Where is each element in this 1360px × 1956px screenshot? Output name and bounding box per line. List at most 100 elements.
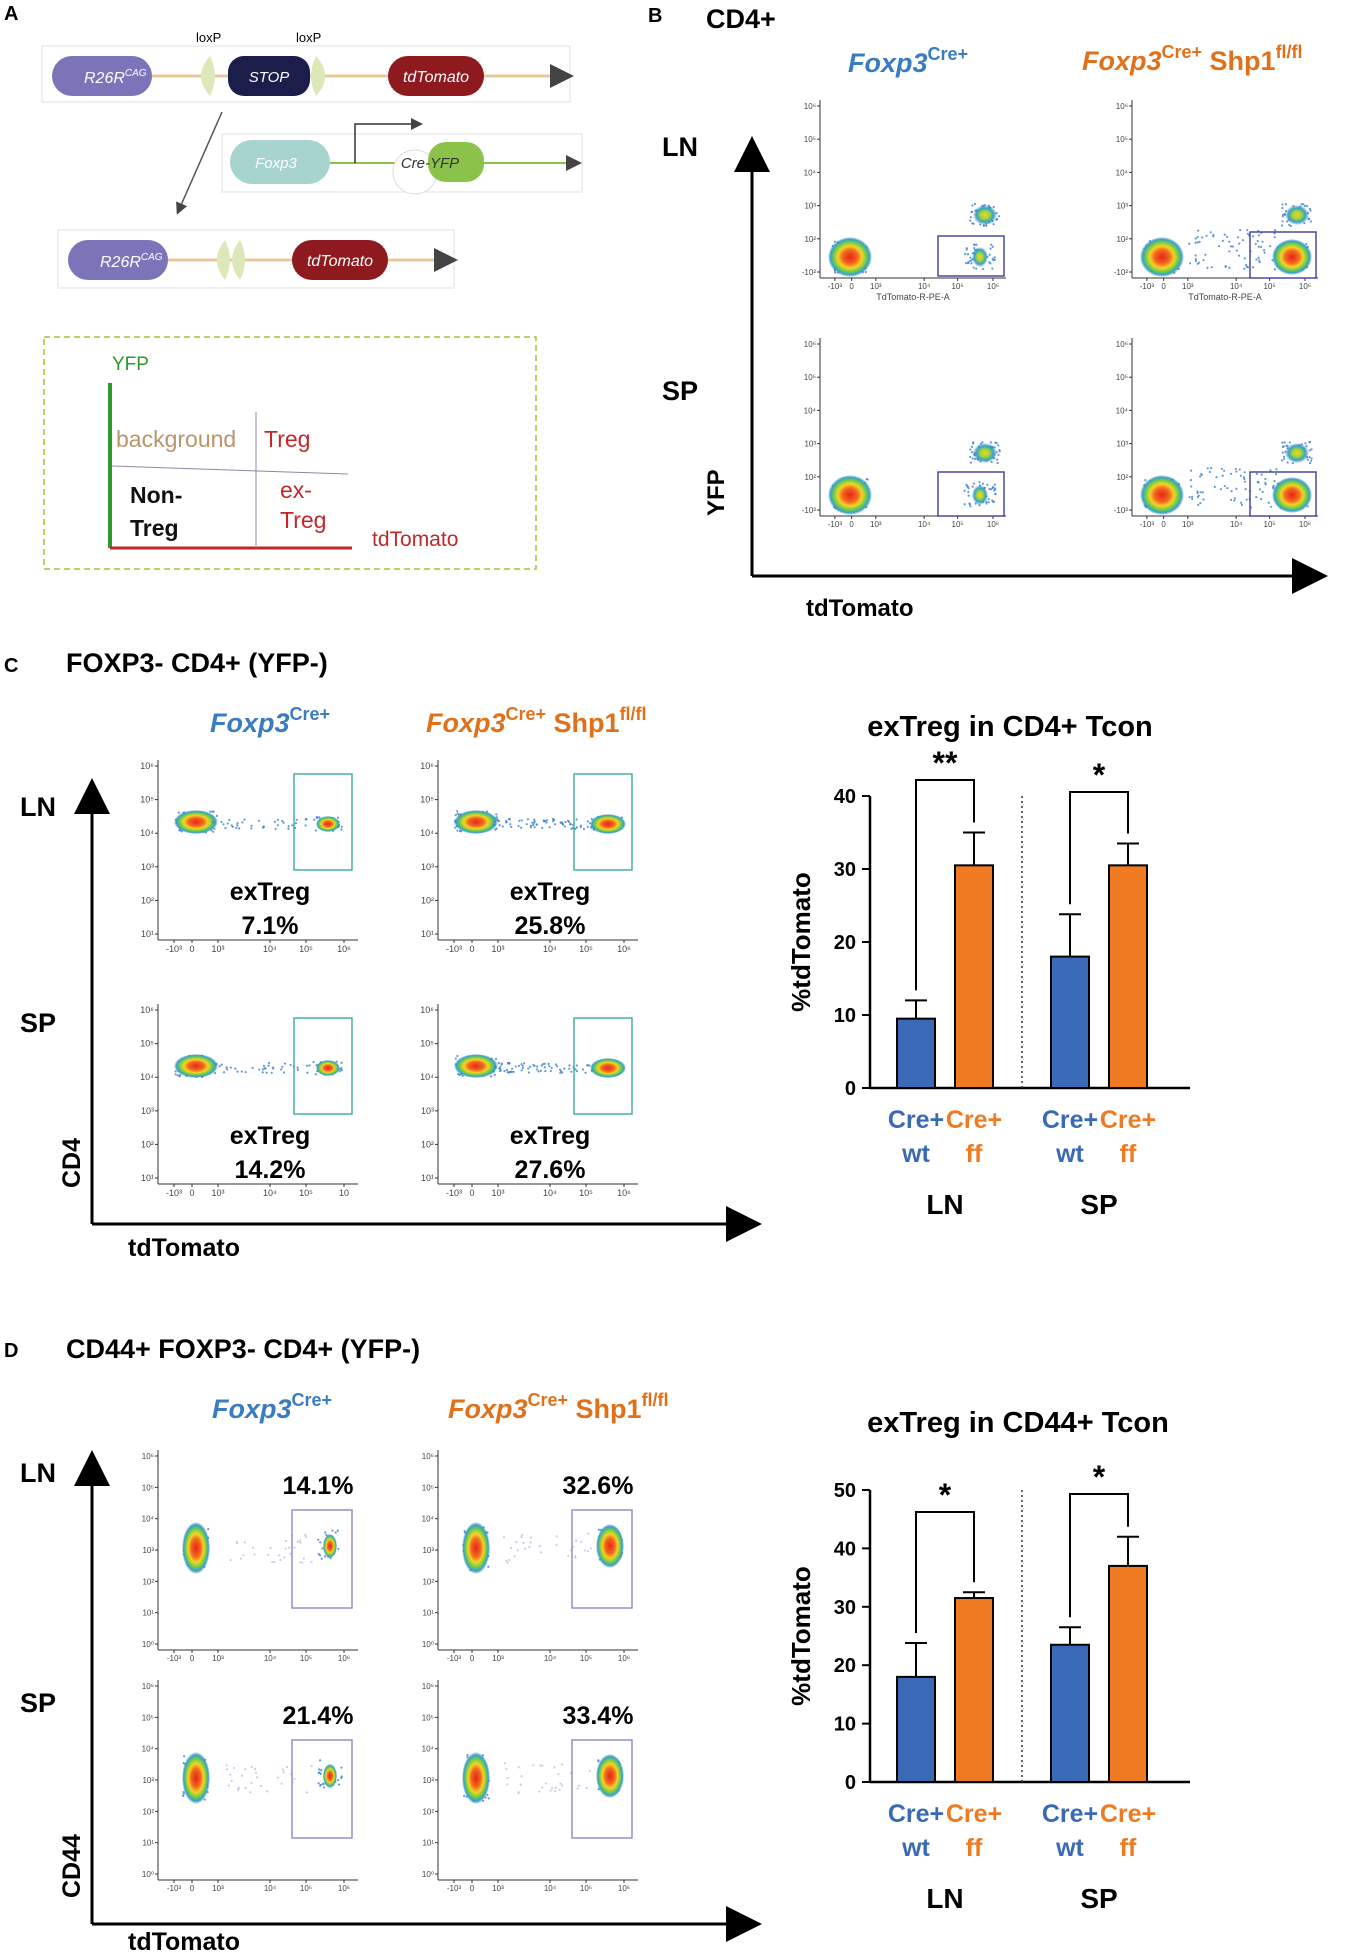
category-label: Cre+ [946, 1800, 1002, 1828]
event-dot [971, 445, 974, 448]
gate-percentage: 25.8% [515, 912, 586, 940]
event-dot [533, 818, 536, 821]
plot-xtick-label: -10³ [447, 1884, 462, 1893]
significance-marker: ** [933, 745, 958, 781]
yfp-box [428, 142, 484, 182]
event-dot [226, 822, 229, 825]
event-dot [1144, 479, 1147, 482]
plot-ytick-label: 10³ [804, 440, 816, 449]
event-dot [1283, 457, 1286, 461]
plot-xtick-label: 10³ [870, 282, 882, 291]
event-dot [1303, 204, 1307, 207]
event-dot [1198, 240, 1201, 243]
plot-ytick-label: 10¹ [421, 1173, 434, 1183]
event-dot [1221, 239, 1224, 242]
event-dot [1206, 266, 1209, 269]
event-dot [454, 826, 457, 829]
density-cluster [182, 1522, 210, 1574]
plot-d-ln-wt: 10⁶ 10⁵ 10⁴ 10³ 10² 10¹ 10⁰ -10³ 0 10³ 10⁴ 10⁵ 10⁶ 14… [142, 1450, 358, 1663]
promoter-arrow [354, 118, 423, 163]
plot-ytick-label: 10³ [142, 1546, 154, 1555]
event-dot [1273, 268, 1277, 271]
event-dot [559, 1071, 562, 1074]
event-dot [553, 823, 557, 826]
panel-b-xaxis-label: tdTomato [806, 595, 914, 622]
density-cluster [316, 816, 340, 832]
plot-ytick-label: 10⁶ [804, 340, 816, 349]
event-dot [1240, 501, 1243, 504]
event-dot [264, 1067, 267, 1070]
density-cluster [1285, 443, 1309, 463]
plot-b-sp-ff: 10⁶ 10⁵ 10⁴ 10³ 10² -10² -10³ 0 10³ 10⁴ 10⁵ 10⁶ [1114, 338, 1318, 529]
event-dot [982, 224, 986, 227]
chart-ytick-label: 0 [845, 1772, 856, 1794]
panel-b-col2-header: Foxp3Cre+ Shp1fl/fl [1082, 42, 1303, 76]
event-dot [500, 1063, 503, 1066]
event-dot [1194, 258, 1197, 261]
significance-bracket [915, 779, 975, 991]
plot-xtick-label: 10⁵ [579, 1188, 593, 1198]
event-dot [262, 1064, 266, 1068]
event-dot [577, 1784, 580, 1787]
event-dot [994, 493, 997, 496]
bar [954, 864, 994, 1089]
gate-label: exTreg [230, 1122, 311, 1150]
event-dot [586, 1064, 589, 1067]
gate-label: exTreg [510, 1122, 591, 1150]
event-dot [1190, 485, 1193, 488]
event-dot [1235, 249, 1238, 252]
plot-d-ln-ff: 10⁶ 10⁵ 10⁴ 10³ 10² 10¹ 10⁰ -10³ 0 10³ 10⁴ 10⁵ 10⁶ 32… [422, 1450, 638, 1663]
plot-xtick-label: 10³ [492, 1654, 504, 1663]
plot-xtick-label: -10³ [446, 1188, 462, 1198]
event-dot [967, 494, 970, 497]
category-sublabel: ff [966, 1834, 983, 1862]
event-dot [243, 1541, 246, 1544]
event-dot [289, 1063, 292, 1067]
gate-percentage: 27.6% [515, 1156, 586, 1184]
plot-xtick-label: 10⁶ [987, 282, 999, 291]
event-dot [507, 818, 510, 821]
event-dot [304, 1535, 307, 1538]
event-dot [314, 1073, 317, 1076]
event-dot [238, 827, 241, 830]
plot-xtick-label: 10⁵ [300, 1884, 312, 1893]
event-dot [597, 1760, 600, 1763]
bar [896, 1675, 936, 1784]
plot-ytick-label: 10³ [422, 1776, 434, 1785]
plot-xtick-label: 0 [469, 1188, 474, 1198]
event-dot [963, 503, 966, 506]
event-dot [996, 458, 999, 461]
plot-ytick-label: 10⁴ [420, 828, 434, 838]
panel-b-row-sp: SP [662, 376, 698, 406]
event-dot [224, 827, 227, 830]
event-dot [177, 811, 180, 814]
event-dot [281, 1065, 284, 1068]
event-dot [310, 1764, 313, 1768]
event-dot [235, 826, 238, 830]
event-dot [1196, 236, 1199, 239]
event-dot [991, 487, 994, 490]
event-dot [183, 1755, 186, 1758]
event-dot [490, 1075, 493, 1078]
event-dot [1239, 229, 1242, 232]
plot-ytick-label: 10² [422, 1807, 434, 1816]
event-dot [969, 455, 972, 459]
cre-frame [221, 133, 583, 193]
plot-xtick-label: 10 [339, 1188, 349, 1198]
bar [1050, 1643, 1090, 1784]
event-dot [242, 1554, 245, 1557]
plot-ytick-label: 10² [1116, 235, 1128, 244]
event-dot [236, 1070, 239, 1073]
panel-c: C FOXP3- CD4+ (YFP-) Foxp3Cre+ Foxp3Cre+… [4, 648, 1190, 1262]
plot-ytick-label: 10¹ [141, 1173, 154, 1183]
event-dot [533, 820, 536, 823]
gate-box [1249, 471, 1317, 517]
event-dot [299, 1561, 302, 1564]
category-label: Cre+ [1100, 1106, 1156, 1134]
plot-ytick-label: -10² [802, 506, 817, 515]
event-dot [1194, 254, 1197, 257]
event-dot [316, 816, 319, 819]
event-dot [528, 1065, 532, 1068]
plot-ytick-label: 10⁴ [140, 1072, 154, 1082]
event-dot [568, 1067, 571, 1070]
